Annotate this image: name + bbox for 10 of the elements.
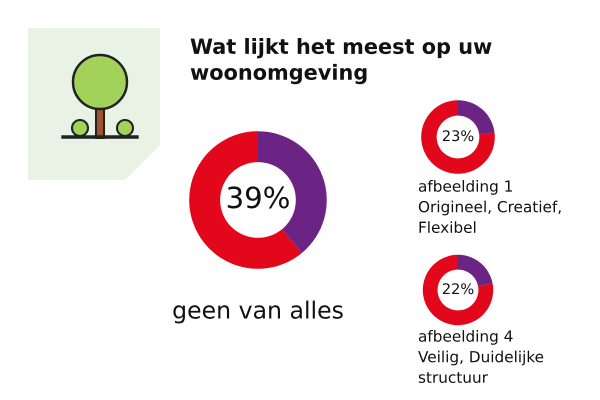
donut-slice (421, 100, 495, 174)
text: afbeelding 1 Origineel, Creatief, Flexibel (418, 180, 561, 234)
text: geen van alles (173, 300, 343, 324)
chart-title: Wat lijkt het meest op uw woonomgeving (190, 38, 492, 84)
donut-slice (422, 254, 494, 326)
data-label: 22% (442, 283, 474, 294)
text: afbeelding 4 Veilig, Duidelijke structuur (418, 330, 544, 384)
data-label: 23% (442, 130, 474, 142)
donut-slice (189, 131, 302, 269)
data-label: 39% (228, 186, 289, 208)
